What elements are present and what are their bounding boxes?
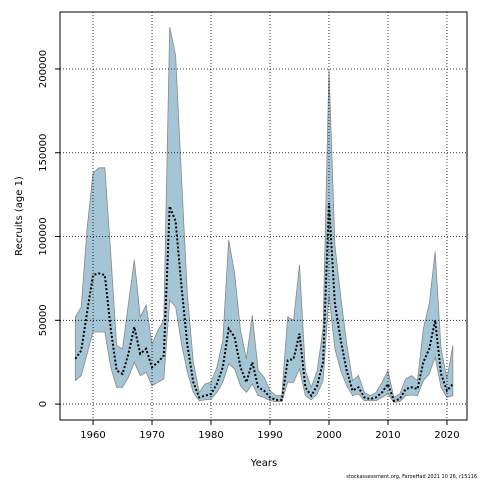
x-tick-label: 1990 (257, 430, 282, 441)
footer: stockassessment.org, FaroeHad 2021 10 26… (346, 474, 477, 480)
x-tick-label: 1970 (139, 430, 164, 441)
confidence-band (74, 26, 454, 403)
x-axis-label: Years (250, 458, 277, 469)
y-tick-label: 200000 (38, 50, 49, 88)
estimate-line (74, 202, 454, 402)
y-tick-label: 50000 (38, 304, 49, 336)
y-tick-label: 0 (38, 401, 49, 407)
x-tick-label: 1980 (198, 430, 223, 441)
x-tick-label: 2000 (316, 430, 341, 441)
x-tick-label: 2020 (434, 430, 459, 441)
y-axis-label: Recruits (age 1) (14, 176, 25, 256)
plot-frame (59, 11, 468, 421)
y-tick-label: 100000 (38, 217, 49, 255)
y-tick-label: 150000 (38, 134, 49, 172)
x-tick-label: 1960 (80, 430, 105, 441)
x-tick-label: 2010 (375, 430, 400, 441)
